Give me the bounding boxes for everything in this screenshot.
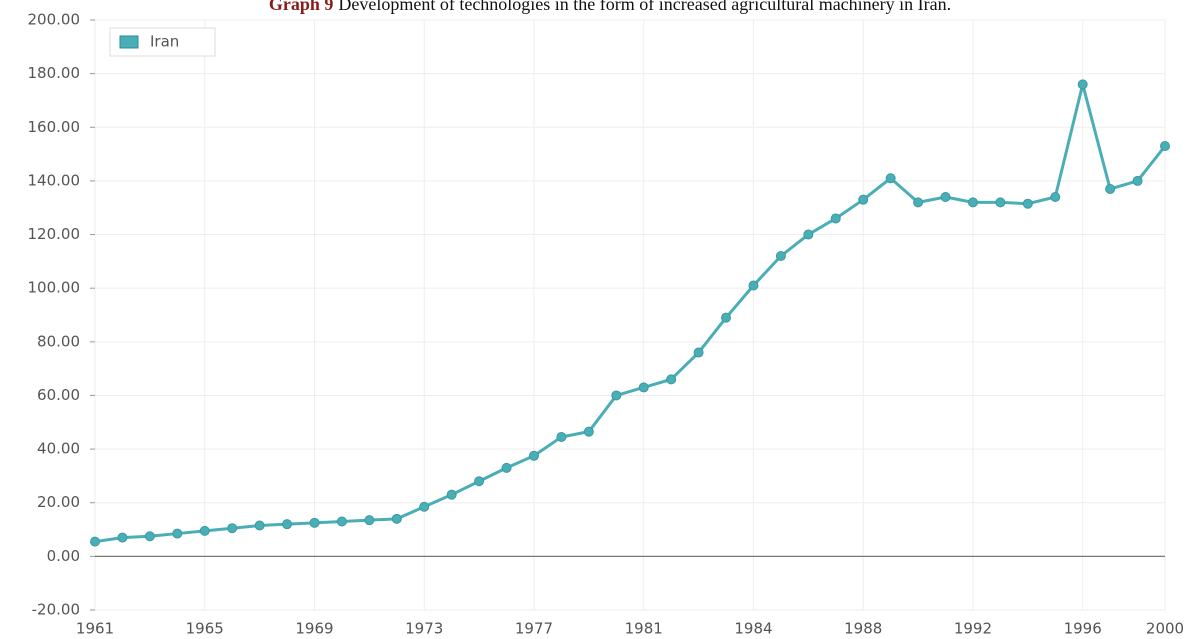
series-line <box>94 82 1167 544</box>
data-point <box>1050 192 1061 202</box>
chart-title: Graph 9 Development of technologies in th… <box>269 0 951 14</box>
data-point <box>748 280 759 291</box>
y-tick-label: 40.00 <box>37 440 80 458</box>
data-point <box>419 501 430 512</box>
data-point <box>117 532 128 543</box>
x-tick-label: 1977 <box>515 620 553 638</box>
data-point <box>501 462 512 473</box>
y-tick-label: 100.00 <box>28 279 81 297</box>
data-point <box>693 347 704 358</box>
data-point <box>282 519 293 530</box>
x-tick-label: 1961 <box>76 620 114 638</box>
y-tick-label: 200.00 <box>28 11 81 29</box>
data-point <box>611 390 622 401</box>
y-tick-label: 20.00 <box>37 493 80 511</box>
data-point <box>391 513 402 524</box>
y-tick-label: 160.00 <box>28 118 81 136</box>
data-point <box>364 515 375 526</box>
x-tick-label: 1988 <box>844 620 882 638</box>
data-point <box>940 192 951 202</box>
data-point <box>638 382 649 393</box>
data-point <box>172 528 183 539</box>
y-tick-label: 180.00 <box>28 64 81 82</box>
data-point <box>913 197 924 208</box>
data-point <box>885 173 896 184</box>
data-point <box>90 536 100 547</box>
data-point <box>803 229 814 240</box>
data-point <box>309 517 320 528</box>
data-point <box>721 312 732 323</box>
title-text: Development of technologies in the form … <box>338 0 951 14</box>
x-tick-label: 2000 <box>1146 620 1184 638</box>
y-tick-label: 120.00 <box>28 225 81 243</box>
data-point <box>556 432 567 443</box>
data-point <box>830 213 841 224</box>
data-point <box>1077 79 1088 90</box>
data-point <box>775 251 786 261</box>
x-tick-label: 1996 <box>1064 620 1102 638</box>
data-point <box>666 374 677 385</box>
y-tick-label: 0.00 <box>47 547 80 565</box>
x-tick-label: 1992 <box>954 620 992 638</box>
data-point <box>858 194 869 205</box>
x-tick-label: 1981 <box>625 620 663 638</box>
title-label: Graph 9 <box>269 0 334 14</box>
y-tick-label: -20.00 <box>32 601 80 619</box>
data-point <box>199 525 210 536</box>
data-point <box>995 197 1006 208</box>
x-tick-label: 1965 <box>186 620 224 638</box>
data-point <box>254 520 265 531</box>
data-point <box>1105 183 1116 194</box>
x-tick-label: 1973 <box>405 620 443 638</box>
y-tick-label: 80.00 <box>37 332 80 350</box>
data-point <box>227 523 238 534</box>
data-point <box>144 531 155 542</box>
y-tick-label: 60.00 <box>37 386 80 404</box>
data-point <box>1022 198 1033 209</box>
data-point <box>1160 141 1170 152</box>
x-tick-label: 1969 <box>295 620 333 638</box>
legend-swatch <box>119 35 139 49</box>
data-point <box>528 450 539 461</box>
legend-label: Iran <box>150 33 179 51</box>
data-point <box>474 476 485 487</box>
data-point <box>336 516 347 527</box>
data-point <box>967 197 978 208</box>
y-tick-label: 140.00 <box>28 171 81 189</box>
x-tick-label: 1984 <box>734 620 772 638</box>
data-point <box>446 489 457 500</box>
data-point <box>1132 175 1143 186</box>
data-point <box>583 426 594 437</box>
